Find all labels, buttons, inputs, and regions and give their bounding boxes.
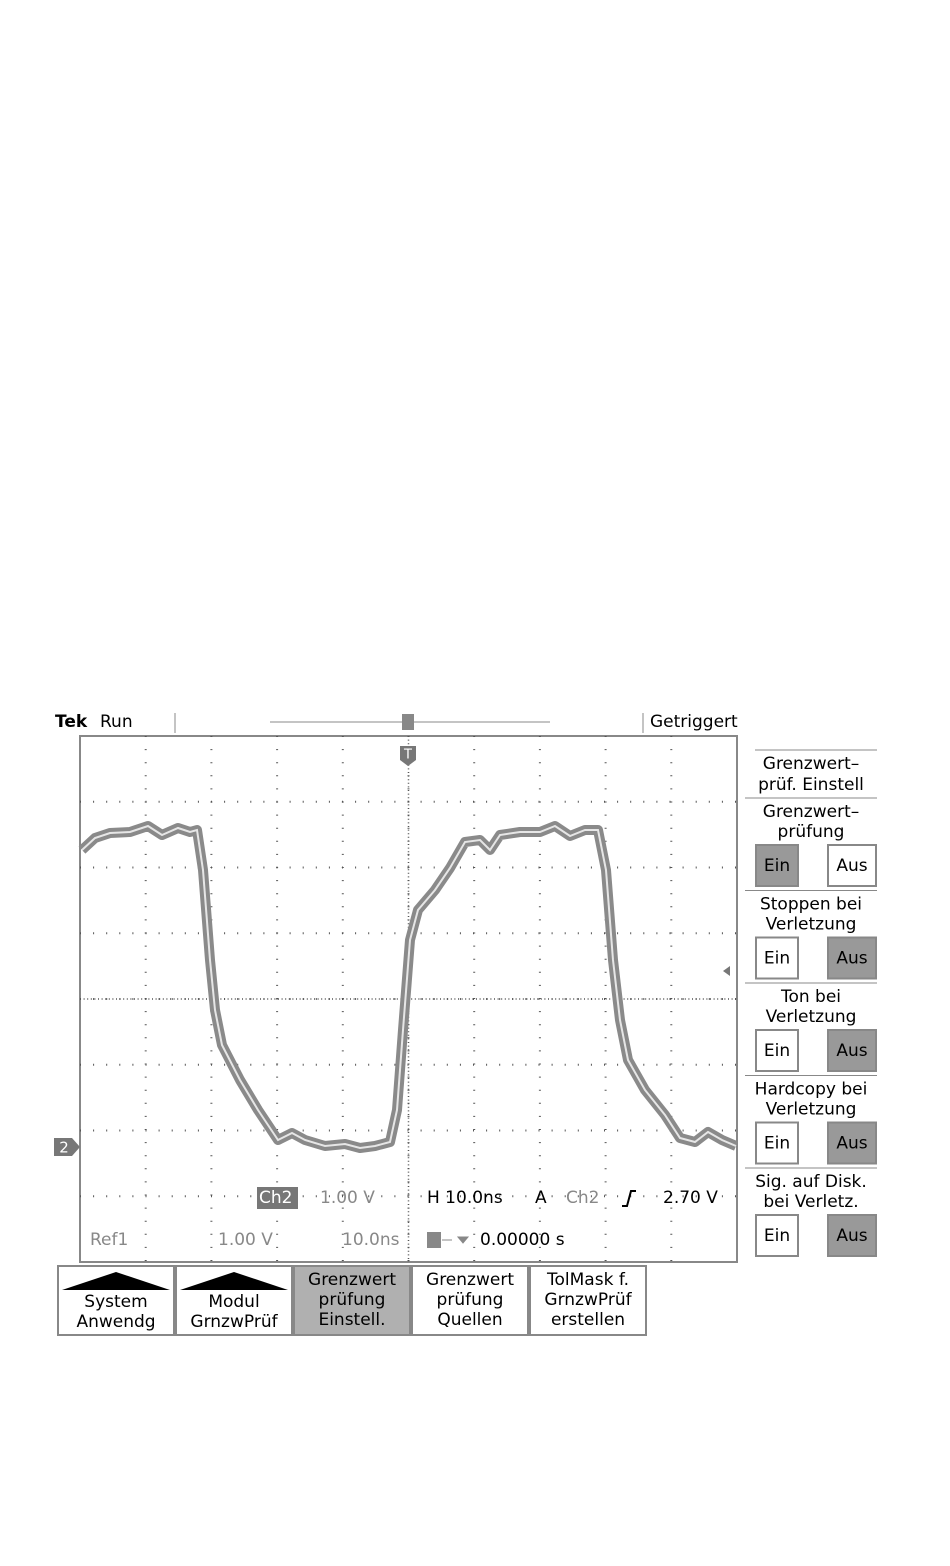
readout: 10.0ns — [342, 1230, 400, 1250]
button-label: Grenzwert — [308, 1270, 396, 1290]
button-label: erstellen — [551, 1310, 625, 1330]
readout: Ch2 — [259, 1188, 292, 1208]
toggle-on[interactable] — [755, 1029, 799, 1072]
menu-button[interactable] — [293, 1265, 411, 1336]
option-label: Sig. auf Disk. — [755, 1172, 867, 1192]
ground-marker-bg — [54, 1138, 80, 1156]
button-label: Modul — [208, 1292, 259, 1312]
option-label: Ton bei — [780, 987, 841, 1007]
button-label: Quellen — [437, 1310, 502, 1330]
trigger-pos-arrow — [442, 1236, 470, 1244]
record-marker — [402, 714, 414, 730]
bottom-menu: SystemAnwendgModulGrnzwPrüfGrenzwertprüf… — [57, 1265, 647, 1336]
toggle-on-label: Ein — [764, 1134, 790, 1154]
slope-icon — [622, 1190, 636, 1207]
toggle-off-label: Aus — [836, 949, 867, 969]
toggle-off-label: Aus — [836, 1226, 867, 1246]
button-label: System — [84, 1292, 147, 1312]
option-label: Verletzung — [766, 1007, 857, 1027]
option-label: Verletzung — [766, 915, 857, 935]
option-label: Hardcopy bei — [755, 1080, 868, 1100]
toggle-off[interactable] — [827, 1121, 877, 1165]
menu-arrow — [62, 1272, 170, 1290]
button-label: GrnzwPrüf — [544, 1290, 632, 1310]
toggle-off[interactable] — [827, 1214, 877, 1257]
button-label: GrnzwPrüf — [190, 1312, 278, 1332]
toggle-on-label: Ein — [764, 1226, 790, 1246]
menu-title: prüf. Einstell — [758, 775, 864, 795]
readout: 0.00000 s — [480, 1230, 565, 1250]
trigger-marker-bg — [400, 746, 416, 766]
button-label: Grenzwert — [426, 1270, 514, 1290]
readout: Ch2 — [566, 1188, 599, 1208]
trigger-pos-icon — [427, 1232, 441, 1248]
button-label: prüfung — [319, 1290, 386, 1310]
brand: Tek — [55, 712, 88, 732]
option-label: prüfung — [778, 822, 845, 842]
readout: 1.00 V — [320, 1188, 375, 1208]
toggle-off[interactable] — [827, 1029, 877, 1072]
side-menu: Grenzwert–prüf. EinstellGrenzwert–prüfun… — [745, 749, 877, 1257]
toggle-off-label: Aus — [836, 1134, 867, 1154]
readout: A — [535, 1188, 547, 1208]
option-label: Grenzwert– — [763, 802, 859, 822]
toggle-on[interactable] — [755, 936, 799, 980]
run-status: Run — [100, 712, 133, 732]
ground-marker: 2 — [59, 1139, 69, 1157]
option-label: bei Verletz. — [763, 1192, 858, 1212]
toggle-off[interactable] — [827, 936, 877, 980]
channel-badge — [257, 1187, 298, 1209]
toggle-off-label: Aus — [836, 1041, 867, 1061]
trigger-marker: T — [403, 748, 412, 763]
toggle-off[interactable] — [827, 844, 877, 887]
toggle-on-label: Ein — [764, 856, 790, 876]
toggle-on[interactable] — [755, 1121, 799, 1165]
button-label: Anwendg — [76, 1312, 155, 1332]
toggle-on-label: Ein — [764, 1041, 790, 1061]
toggle-on[interactable] — [755, 1214, 799, 1257]
toggle-on-label: Ein — [764, 949, 790, 969]
readout: 1.00 V — [218, 1230, 273, 1250]
button-label: TolMask f. — [546, 1270, 629, 1290]
button-label: prüfung — [437, 1290, 504, 1310]
level-marker — [723, 966, 730, 976]
button-label: Einstell. — [318, 1310, 385, 1330]
menu-arrow — [180, 1272, 288, 1290]
readout: H 10.0ns — [427, 1188, 503, 1208]
option-label: Stoppen bei — [760, 895, 862, 915]
menu-title: Grenzwert– — [763, 754, 859, 774]
readout: 2.70 V — [663, 1188, 718, 1208]
readout: Ref1 — [90, 1230, 128, 1250]
menu-button[interactable] — [529, 1265, 647, 1336]
toggle-on[interactable] — [755, 844, 799, 887]
waveform-trace — [81, 824, 737, 1150]
toggle-off-label: Aus — [836, 856, 867, 876]
option-label: Verletzung — [766, 1100, 857, 1120]
trigger-state: Getriggert — [650, 712, 738, 732]
menu-button[interactable] — [411, 1265, 529, 1336]
